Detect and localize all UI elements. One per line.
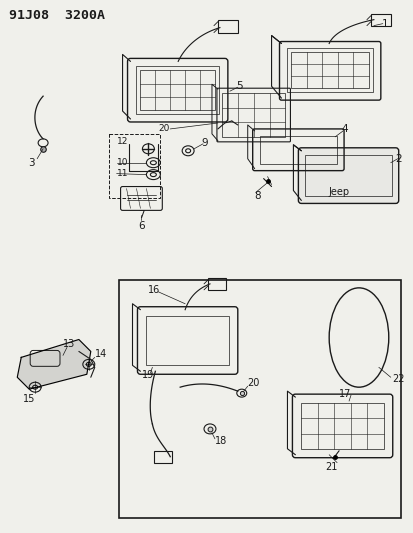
Text: 15: 15 bbox=[23, 394, 35, 404]
Text: 1: 1 bbox=[380, 19, 387, 29]
Text: 2: 2 bbox=[394, 154, 401, 164]
Text: 7: 7 bbox=[138, 211, 145, 220]
Text: 21: 21 bbox=[324, 462, 337, 472]
Text: 91J08  3200A: 91J08 3200A bbox=[9, 9, 105, 22]
Text: 9: 9 bbox=[201, 138, 208, 148]
Text: 19: 19 bbox=[142, 370, 154, 380]
Text: 4: 4 bbox=[341, 124, 347, 134]
Text: 14: 14 bbox=[95, 350, 107, 359]
Text: 20: 20 bbox=[247, 378, 259, 388]
Bar bbox=[370, 14, 390, 26]
Bar bbox=[207, 278, 225, 290]
Bar bbox=[301, 403, 383, 449]
Bar bbox=[221, 93, 285, 137]
Bar bbox=[136, 66, 218, 114]
Bar bbox=[291, 52, 368, 88]
Text: 16: 16 bbox=[148, 285, 160, 295]
Bar bbox=[259, 136, 336, 164]
Text: 20: 20 bbox=[158, 124, 169, 133]
Text: 18: 18 bbox=[214, 436, 227, 446]
Text: 22: 22 bbox=[391, 374, 403, 384]
Text: 6: 6 bbox=[138, 221, 145, 231]
Text: 5: 5 bbox=[236, 81, 242, 91]
Text: 3: 3 bbox=[28, 158, 34, 168]
Text: 11: 11 bbox=[116, 169, 128, 178]
Bar bbox=[305, 155, 391, 197]
Text: 13: 13 bbox=[63, 340, 75, 350]
Bar bbox=[118, 280, 400, 518]
Text: 17: 17 bbox=[338, 389, 351, 399]
Bar bbox=[154, 451, 172, 463]
Text: 12: 12 bbox=[116, 138, 128, 147]
Bar bbox=[287, 49, 372, 92]
FancyBboxPatch shape bbox=[298, 148, 398, 204]
Text: Jeep: Jeep bbox=[328, 188, 349, 198]
Bar bbox=[108, 134, 160, 198]
Bar bbox=[217, 20, 237, 33]
Bar bbox=[140, 70, 214, 110]
Polygon shape bbox=[17, 340, 90, 389]
Text: 10: 10 bbox=[116, 158, 128, 167]
Text: 8: 8 bbox=[254, 191, 260, 201]
Bar bbox=[146, 316, 228, 365]
